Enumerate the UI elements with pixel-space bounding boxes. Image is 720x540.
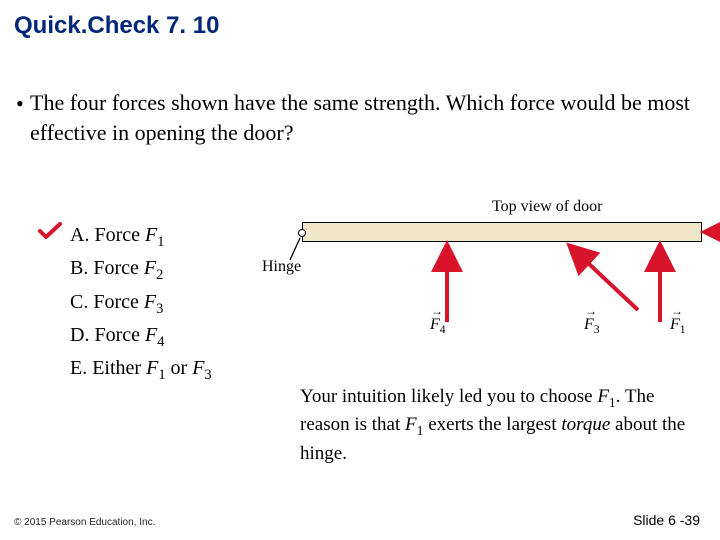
copyright-text: © 2015 Pearson Education, Inc.	[14, 517, 155, 528]
option-subscript2: 3	[204, 367, 211, 383]
option-extra: or	[166, 357, 193, 379]
option-subscript: 1	[158, 367, 165, 383]
option-label: Force	[94, 224, 145, 246]
option-symbol: F	[144, 291, 156, 313]
force-arrows	[272, 192, 720, 362]
option-letter: B.	[70, 257, 88, 279]
option-d: D. Force F4	[70, 320, 212, 353]
f1-label: →F1	[670, 316, 686, 336]
arrow-f3	[572, 248, 638, 310]
option-c: C. Force F3	[70, 287, 212, 320]
option-label: Either	[92, 357, 146, 379]
option-symbol: F	[144, 257, 156, 279]
question-text: • The four forces shown have the same st…	[30, 88, 690, 147]
option-subscript: 3	[156, 301, 163, 317]
explanation-text: Your intuition likely led you to choose …	[300, 384, 700, 466]
option-symbol: F	[146, 357, 158, 379]
option-subscript: 4	[157, 334, 164, 350]
bullet-icon: •	[16, 89, 24, 119]
f3-label: →F3	[584, 316, 600, 336]
option-letter: A.	[70, 224, 89, 246]
question-body: The four forces shown have the same stre…	[30, 90, 690, 145]
slide-title: Quick.Check 7. 10	[14, 12, 219, 40]
option-subscript: 1	[157, 234, 164, 250]
option-letter: C.	[70, 291, 88, 313]
option-letter: D.	[70, 324, 89, 346]
door-diagram: Top view of door Hinge →F1 →F2 →F3 →F4	[272, 192, 712, 372]
option-label: Force	[93, 291, 144, 313]
option-letter: E.	[70, 357, 87, 379]
option-e: E. Either F1 or F3	[70, 353, 212, 386]
option-symbol: F	[145, 224, 157, 246]
checkmark-icon	[38, 222, 62, 240]
option-symbol: F	[145, 324, 157, 346]
option-label: Force	[94, 324, 145, 346]
f4-label: →F4	[430, 316, 446, 336]
option-label: Force	[93, 257, 144, 279]
option-a: A. Force F1	[70, 220, 212, 253]
slide-number: Slide 6 -39	[633, 512, 700, 528]
option-subscript: 2	[156, 267, 163, 283]
answer-options: A. Force F1 B. Force F2 C. Force F3 D. F…	[70, 220, 212, 387]
option-symbol2: F	[192, 357, 204, 379]
option-b: B. Force F2	[70, 253, 212, 286]
